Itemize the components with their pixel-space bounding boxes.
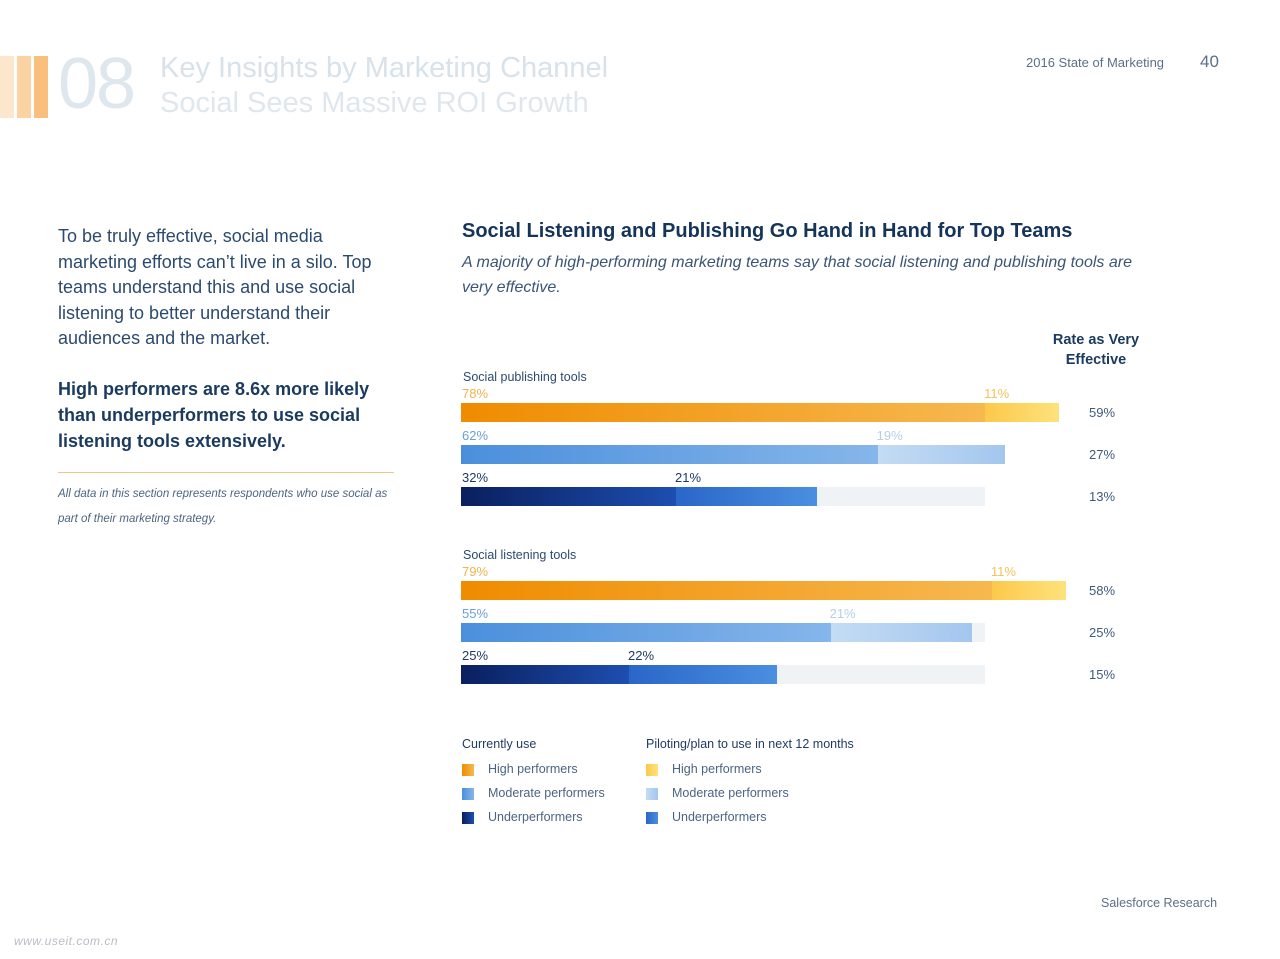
- data-label-current: 78%: [462, 386, 489, 401]
- data-label-piloting: 22%: [628, 648, 655, 663]
- bar-piloting-moderate-performers: [830, 623, 972, 642]
- highlight-text: High performers are 8.6x more likely tha…: [58, 379, 370, 451]
- legend-label-current-moderate-performers: Moderate performers: [488, 786, 605, 800]
- data-note: All data in this section represents resp…: [58, 488, 388, 525]
- legend-swatch-current-high-performers: [462, 764, 474, 776]
- watermark: www.useit.com.cn: [14, 934, 119, 948]
- rate-value: 13%: [1088, 489, 1116, 504]
- section-number: 08: [58, 44, 136, 124]
- bar-piloting-underperformers: [629, 665, 777, 684]
- data-label-piloting: 21%: [829, 606, 856, 621]
- rate-value: 58%: [1088, 583, 1116, 598]
- bar-piloting-high-performers: [991, 581, 1066, 600]
- data-label-current: 25%: [462, 648, 489, 663]
- legend-label-piloting-moderate-performers: Moderate performers: [672, 786, 789, 800]
- bar-current-underperformers: [461, 665, 629, 684]
- section-subtitle: Social Sees Massive ROI Growth: [160, 87, 589, 119]
- legend-swatch-piloting-high-performers: [646, 764, 658, 776]
- legend-label-current-high-performers: High performers: [488, 762, 578, 776]
- bar-current-high-performers: [461, 403, 986, 422]
- bar-piloting-underperformers: [676, 487, 818, 506]
- legend-current-head: Currently use: [462, 737, 537, 751]
- stripe-1: [0, 56, 14, 118]
- group-label-social-publishing-tools: Social publishing tools: [463, 370, 587, 384]
- intro-text: To be truly effective, social media mark…: [58, 226, 372, 348]
- footer-source: Salesforce Research: [1101, 896, 1218, 910]
- chart-title: Social Listening and Publishing Go Hand …: [462, 220, 1073, 242]
- section-title: Key Insights by Marketing Channel: [160, 52, 609, 84]
- group-label-social-listening-tools: Social listening tools: [463, 548, 577, 562]
- data-label-piloting: 21%: [675, 470, 702, 485]
- bar-track: [461, 623, 985, 642]
- data-label-piloting: 11%: [984, 386, 1010, 401]
- bar-track: [461, 665, 985, 684]
- legend-swatch-piloting-underperformers: [646, 812, 658, 824]
- bar-track: [461, 445, 1006, 464]
- rate-value: 25%: [1088, 625, 1116, 640]
- data-label-current: 62%: [462, 428, 489, 443]
- data-label-current: 79%: [462, 564, 489, 579]
- legend-piloting-head: Piloting/plan to use in next 12 months: [646, 737, 854, 751]
- bar-track: [461, 581, 1066, 600]
- bar-track: [461, 403, 1060, 422]
- bar-current-high-performers: [461, 581, 992, 600]
- bar-current-underperformers: [461, 487, 677, 506]
- rate-value: 59%: [1088, 405, 1116, 420]
- legend-swatch-current-underperformers: [462, 812, 474, 824]
- stripe-2: [17, 56, 31, 118]
- page-number: 40: [1200, 52, 1219, 71]
- bar-piloting-high-performers: [985, 403, 1060, 422]
- rate-value: 27%: [1088, 447, 1116, 462]
- report-name: 2016 State of Marketing: [1026, 55, 1165, 70]
- stripe-3: [34, 56, 48, 118]
- legend-label-piloting-high-performers: High performers: [672, 762, 762, 776]
- data-label-current: 32%: [462, 470, 489, 485]
- legend-swatch-piloting-moderate-performers: [646, 788, 658, 800]
- legend-label-current-underperformers: Underperformers: [488, 810, 583, 824]
- bar-current-moderate-performers: [461, 623, 831, 642]
- bar-piloting-moderate-performers: [877, 445, 1006, 464]
- legend-label-piloting-underperformers: Underperformers: [672, 810, 767, 824]
- legend-swatch-current-moderate-performers: [462, 788, 474, 800]
- rate-column-header: Rate as Very Effective: [1052, 332, 1140, 368]
- bar-track: [461, 487, 985, 506]
- divider-rule: [58, 472, 394, 473]
- data-label-piloting: 11%: [990, 564, 1016, 579]
- data-label-current: 55%: [462, 606, 489, 621]
- bar-current-moderate-performers: [461, 445, 878, 464]
- chart-subtitle: A majority of high-performing marketing …: [462, 254, 1132, 296]
- section-stripes-decoration: [0, 56, 48, 118]
- rate-value: 15%: [1088, 667, 1116, 682]
- data-label-piloting: 19%: [876, 428, 903, 443]
